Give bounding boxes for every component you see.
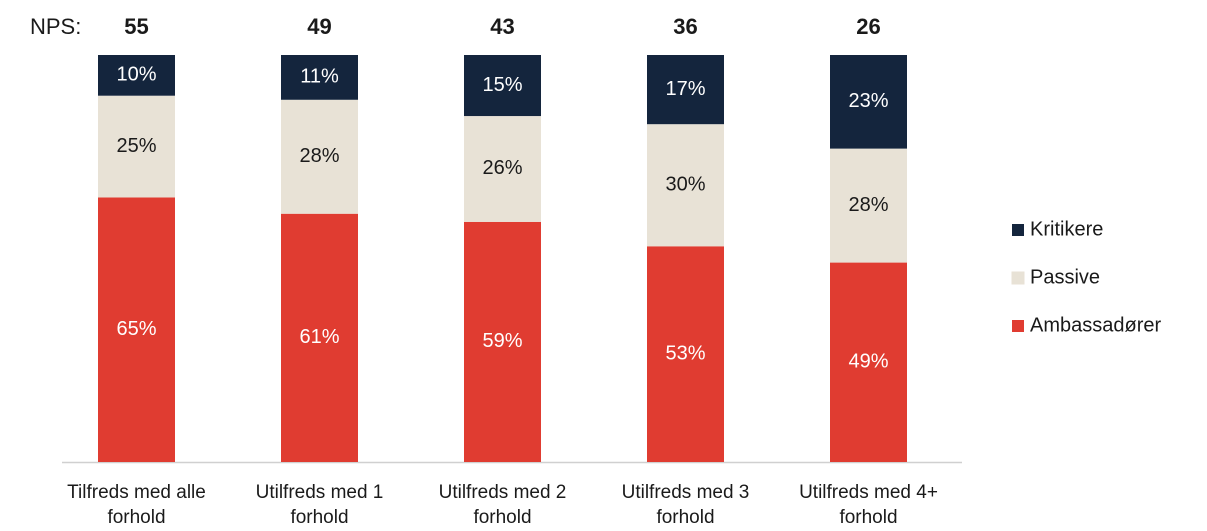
- bar-segment: [98, 197, 175, 462]
- bar-segment: [647, 246, 724, 462]
- data-label: 25%: [116, 135, 156, 157]
- x-tick-label: Utilfreds med 2: [439, 482, 567, 503]
- data-label: 28%: [848, 194, 888, 216]
- data-label: 10%: [116, 64, 156, 86]
- legend-label: Passive: [1030, 266, 1100, 288]
- data-label: 65%: [116, 318, 156, 340]
- legend-label: Kritikere: [1030, 218, 1103, 240]
- data-label: 28%: [299, 145, 339, 167]
- nps-value: 36: [673, 14, 697, 39]
- bar-segment: [281, 213, 358, 462]
- bar-segment: [647, 124, 724, 247]
- x-tick-label: forhold: [107, 507, 165, 528]
- bar-segment: [647, 55, 724, 125]
- legend-label: Ambassadører: [1030, 314, 1161, 336]
- bar-segment: [464, 221, 541, 462]
- x-tick-label: forhold: [656, 507, 714, 528]
- x-tick-label: Tilfreds med alle: [67, 482, 206, 503]
- x-tick-label: Utilfreds med 3: [622, 482, 750, 503]
- bar-segment: [464, 55, 541, 117]
- bar-segment: [281, 99, 358, 214]
- bar-segment: [98, 55, 175, 96]
- x-tick-label: forhold: [473, 507, 531, 528]
- nps-label: NPS:: [30, 14, 81, 39]
- data-label: 59%: [482, 330, 522, 352]
- nps-value: 26: [856, 14, 880, 39]
- x-tick-label: Utilfreds med 1: [256, 482, 384, 503]
- x-tick-label: forhold: [290, 507, 348, 528]
- bar-segment: [464, 116, 541, 222]
- data-label: 53%: [665, 342, 705, 364]
- x-tick-label: forhold: [839, 507, 897, 528]
- data-label: 11%: [300, 66, 339, 88]
- bar-segment: [830, 262, 907, 462]
- bar-segment: [281, 55, 358, 100]
- legend-swatch: [1012, 320, 1024, 332]
- nps-value: 49: [307, 14, 331, 39]
- legend-swatch: [1011, 271, 1025, 285]
- data-label: 49%: [848, 351, 888, 373]
- legend-swatch: [1012, 224, 1024, 236]
- data-label: 26%: [482, 157, 522, 179]
- data-label: 15%: [482, 74, 522, 96]
- data-label: 30%: [665, 174, 705, 196]
- nps-value: 55: [124, 14, 148, 39]
- data-label: 23%: [848, 90, 888, 112]
- x-tick-label: Utilfreds med 4+: [799, 482, 938, 503]
- bar-segment: [830, 148, 907, 263]
- data-label: 61%: [299, 326, 339, 348]
- nps-value: 43: [490, 14, 514, 39]
- data-label: 17%: [665, 78, 705, 100]
- bar-segment: [830, 55, 907, 149]
- bar-segment: [98, 95, 175, 198]
